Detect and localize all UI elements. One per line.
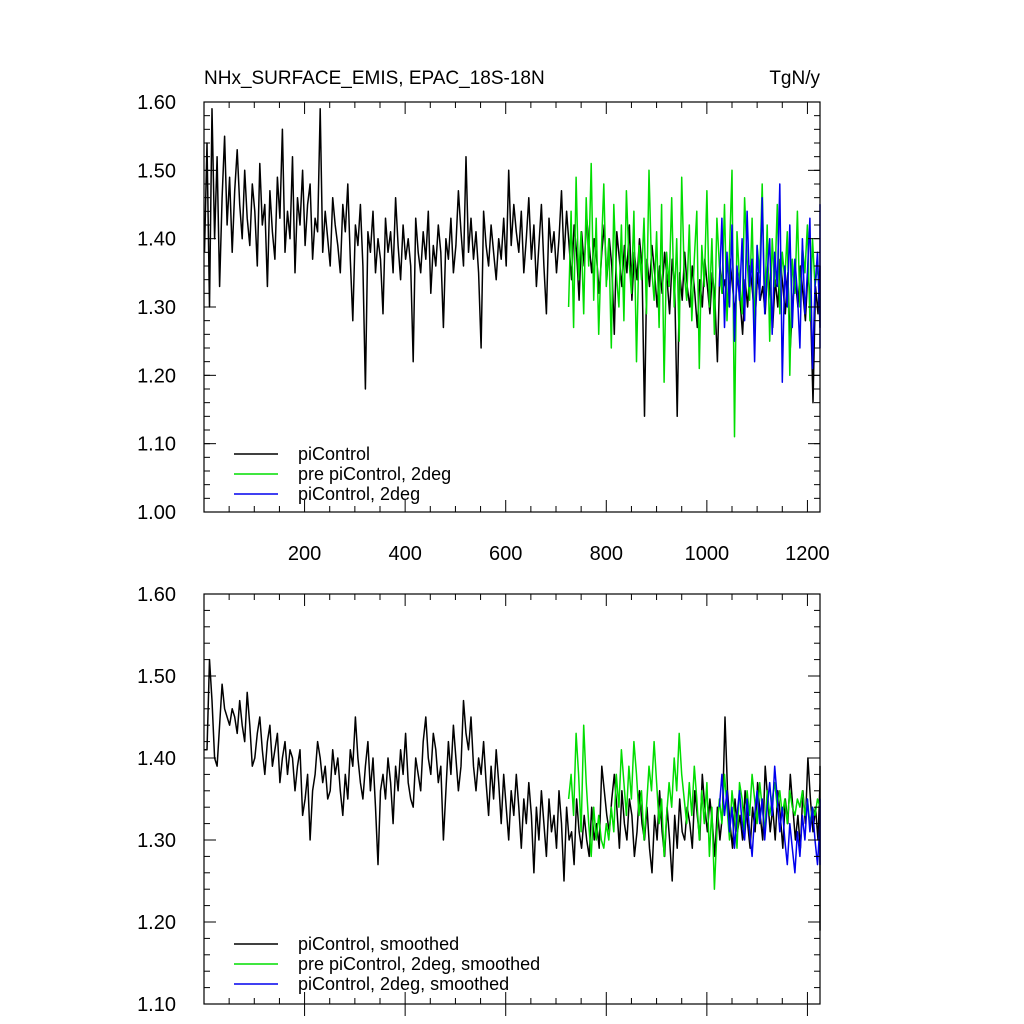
y-tick-label: 1.40 — [137, 229, 176, 251]
y-tick-label: 1.20 — [137, 912, 176, 934]
legend-label: piControl, smoothed — [298, 934, 459, 954]
top-chart-units: TgN/y — [769, 68, 820, 89]
x-tick-label: 1000 — [685, 543, 730, 565]
y-tick-label: 1.50 — [137, 160, 176, 182]
x-tick-label: 1200 — [785, 543, 830, 565]
series-line-top-1 — [567, 162, 821, 438]
x-tick-label: 800 — [590, 543, 623, 565]
legend-label: pre piControl, 2deg — [298, 464, 451, 484]
y-tick-label: 1.30 — [137, 297, 176, 319]
x-tick-label: 400 — [388, 543, 421, 565]
y-tick-label: 1.60 — [137, 584, 176, 606]
y-tick-label: 1.50 — [137, 666, 176, 688]
y-tick-label: 1.20 — [137, 365, 176, 387]
bottom-panel: 1.10 1.20 1.30 1.40 1.50 1.60 piControl, smoo… — [137, 584, 821, 1016]
top-series-group — [203, 108, 821, 438]
bottom-plot-frame — [203, 593, 821, 1005]
top-chart-title: NHx_SURFACE_EMIS, EPAC_18S-18N — [204, 68, 545, 89]
y-tick-label: 1.10 — [137, 994, 176, 1016]
y-tick-label: 1.60 — [137, 92, 176, 114]
legend-label: piControl, 2deg, smoothed — [298, 974, 509, 994]
y-tick-label: 1.10 — [137, 434, 176, 456]
legend-label: piControl — [298, 444, 370, 464]
y-tick-label: 1.00 — [137, 502, 176, 524]
y-tick-label: 1.40 — [137, 748, 176, 770]
x-tick-label: 200 — [288, 543, 321, 565]
bottom-series-group — [204, 658, 821, 931]
top-panel: NHx_SURFACE_EMIS, EPAC_18S-18N TgN/y 200… — [137, 68, 830, 565]
legend-label: pre piControl, 2deg, smoothed — [298, 954, 540, 974]
x-tick-label: 600 — [489, 543, 522, 565]
bottom-axis-ticks: 1.10 1.20 1.30 1.40 1.50 1.60 — [137, 584, 820, 1016]
y-tick-label: 1.30 — [137, 830, 176, 852]
top-axis-ticks: 200 400 600 800 1000 1200 1.00 1.10 1.20 1.30 1.40… — [137, 92, 830, 565]
legend-label: piControl, 2deg — [298, 484, 420, 504]
